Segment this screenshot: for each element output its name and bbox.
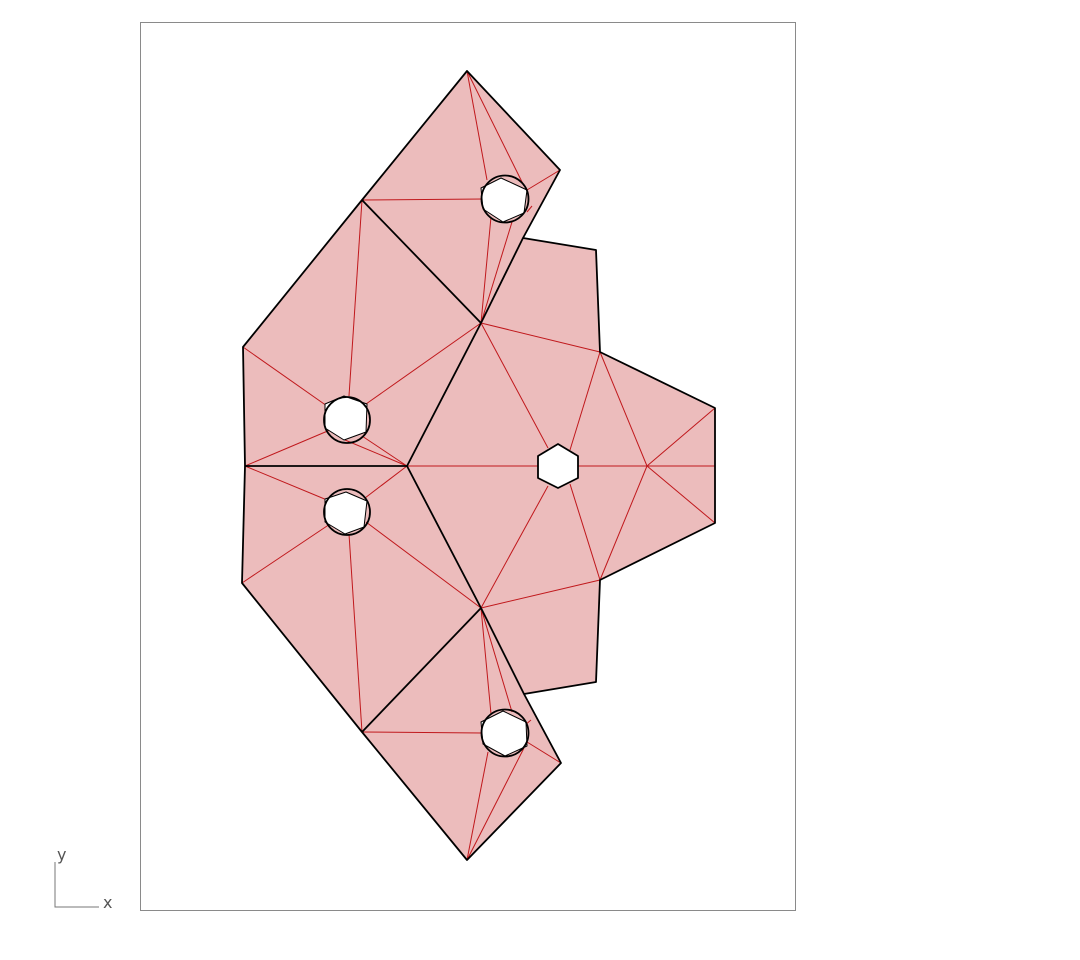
x-axis-label: x [103, 893, 112, 912]
hole-center [537, 443, 579, 489]
axis-indicator: y x [54, 845, 112, 912]
hole-bottom [480, 708, 530, 758]
hole-top [480, 174, 530, 224]
axis-indicator-lines [54, 862, 99, 908]
drawing-frame [140, 22, 796, 911]
y-axis-label: y [57, 845, 66, 864]
hole-left-lower [323, 488, 371, 536]
fold-lines [241, 70, 716, 861]
unfolded-pattern[interactable] [241, 70, 716, 861]
pattern-outline [241, 70, 716, 861]
internal-cut-lines [245, 199, 525, 733]
hole-left-upper [323, 395, 371, 444]
